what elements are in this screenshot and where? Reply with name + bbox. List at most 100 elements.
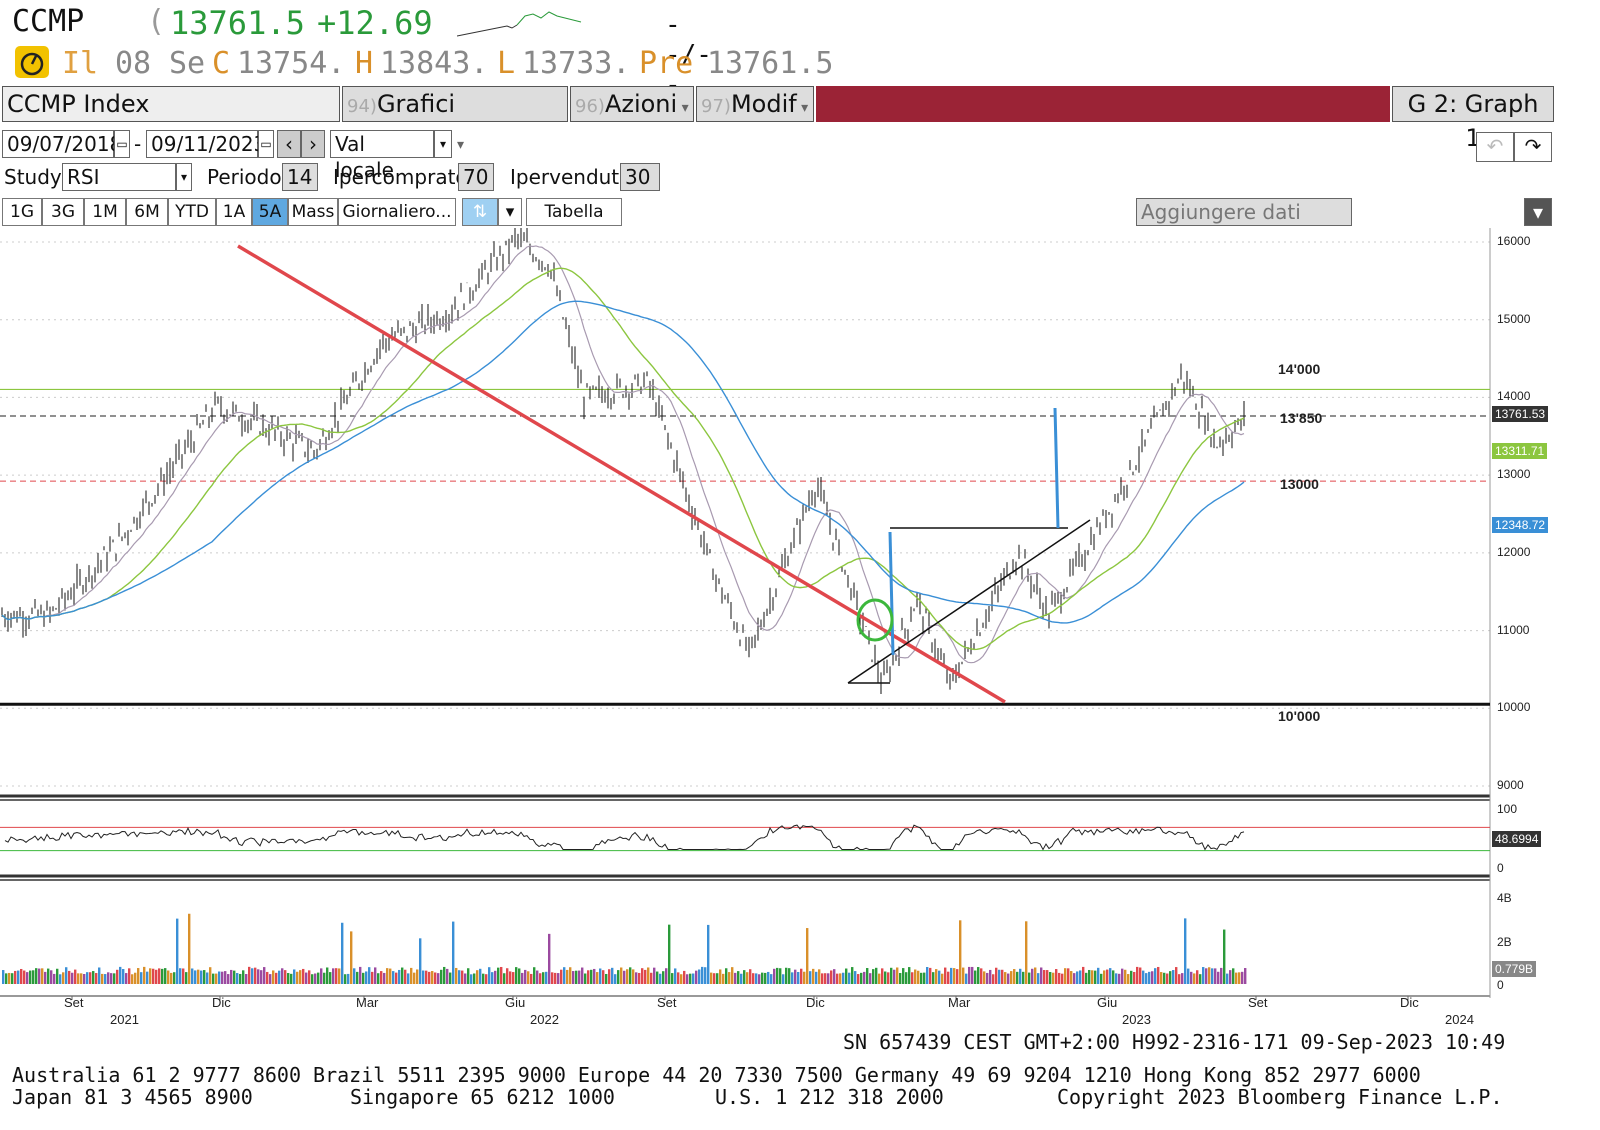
graph-selector[interactable]: G 2: Graph 1 — [1392, 86, 1554, 152]
redo-icon[interactable]: ↷ — [1514, 132, 1552, 162]
volume-bar — [479, 968, 482, 984]
volume-bar — [518, 968, 521, 984]
volume-bar — [854, 971, 857, 984]
prev-arrow-icon[interactable]: ‹ — [277, 130, 301, 158]
volume-bar — [998, 969, 1001, 984]
timeframe-button[interactable]: Giornaliero... — [338, 198, 456, 226]
volume-bar — [5, 973, 8, 984]
volume-bar — [230, 969, 233, 984]
sort-icon[interactable]: ⇅ — [462, 198, 498, 226]
volume-bar — [728, 972, 731, 984]
volume-bar — [1223, 929, 1226, 984]
volume-bar — [167, 970, 170, 984]
volume-bar — [155, 969, 158, 984]
volume-bar — [413, 972, 416, 984]
currency-select[interactable]: Val locale — [330, 130, 434, 182]
start-date-input[interactable]: 09/07/2018 — [2, 130, 122, 158]
security-field[interactable]: CCMP Index — [2, 86, 340, 122]
volume-bar — [1130, 970, 1133, 984]
volume-bar — [1112, 970, 1115, 984]
volume-bar — [554, 972, 557, 984]
date-dash: - — [134, 132, 142, 156]
chevron-down-icon[interactable]: ▾ — [498, 198, 522, 226]
volume-bar — [689, 973, 692, 984]
volume-bar — [608, 969, 611, 984]
volume-bar — [875, 967, 878, 984]
add-data-input[interactable]: Aggiungere dati — [1136, 198, 1352, 226]
end-date-input[interactable]: 09/11/2023 — [146, 130, 266, 158]
volume-bar — [701, 966, 704, 984]
volume-bar — [683, 970, 686, 984]
volume-bar — [539, 973, 542, 984]
timeframe-button[interactable]: 3G — [42, 198, 84, 226]
volume-bar — [830, 970, 833, 984]
timeframe-button[interactable]: 5A — [252, 198, 288, 226]
timeframe-button[interactable]: Mass — [288, 198, 338, 226]
volume-bar — [1007, 973, 1010, 984]
contact-japan: Japan 81 3 4565 8900 — [12, 1085, 253, 1109]
volume-bar — [1082, 966, 1085, 984]
volume-bar — [305, 972, 308, 984]
volume-bar — [551, 972, 554, 984]
volume-bar — [296, 971, 299, 984]
volume-bar — [650, 972, 653, 984]
volume-bar — [623, 970, 626, 984]
chevron-down-icon[interactable]: ▾ — [434, 130, 452, 158]
volume-bar — [41, 968, 44, 984]
volume-bar — [404, 969, 407, 984]
volume-bar — [629, 967, 632, 984]
volume-bar — [617, 970, 620, 984]
y-tick-label: 13000 — [1497, 467, 1531, 482]
contact-line-1: Australia 61 2 9777 8600 Brazil 5511 239… — [12, 1063, 1421, 1087]
volume-bar — [350, 931, 353, 984]
volume-bar — [896, 967, 899, 984]
y-tick-label: 16000 — [1497, 234, 1531, 248]
volume-bar — [740, 973, 743, 984]
timeframe-button[interactable]: 1A — [216, 198, 252, 226]
volume-bar — [236, 973, 239, 984]
volume-tag: 0.779B — [1492, 961, 1537, 977]
dropdown-icon[interactable]: ▾ — [1524, 198, 1552, 226]
volume-bar — [560, 969, 563, 984]
volume-bar — [779, 968, 782, 984]
ticker-symbol: CCMP — [12, 4, 85, 39]
calendar-icon[interactable]: ▭ — [114, 130, 130, 158]
overbought-input[interactable]: 70 — [458, 163, 494, 191]
x-tick-month: Mar — [356, 995, 379, 1010]
timeframe-button[interactable]: 6M — [126, 198, 168, 226]
volume-bar — [119, 966, 122, 984]
volume-bar — [149, 968, 152, 984]
volume-bar — [845, 968, 848, 984]
volume-bar — [323, 972, 326, 984]
period-input[interactable]: 14 — [282, 163, 318, 191]
timeframe-button[interactable]: YTD — [168, 198, 216, 226]
volume-bar — [86, 972, 89, 984]
timeframe-button[interactable]: Tabella — [526, 198, 622, 226]
volume-bar — [935, 969, 938, 984]
y-tick-label: 12000 — [1497, 544, 1531, 559]
actions-menu[interactable]: 96)Azioni ▾ — [570, 86, 694, 122]
volume-bar — [341, 922, 344, 984]
volume-bar — [992, 974, 995, 984]
undo-icon[interactable]: ↶ — [1476, 132, 1514, 162]
next-arrow-icon[interactable]: › — [301, 130, 325, 158]
volume-bar — [812, 968, 815, 984]
volume-bar — [14, 970, 17, 984]
volume-bar — [725, 968, 728, 984]
chevron-down-icon[interactable]: ▾ — [176, 163, 192, 191]
volume-bar — [158, 968, 161, 984]
open-value: 13754. — [237, 46, 346, 81]
timeframe-button[interactable]: 1G — [2, 198, 42, 226]
rsi-tick-label: 0 — [1497, 861, 1504, 875]
volume-bar — [734, 972, 737, 984]
calendar-icon[interactable]: ▭ — [258, 130, 274, 158]
edit-menu[interactable]: 97)Modif ▾ — [696, 86, 814, 122]
suggested-charts-menu[interactable]: 94)Grafici suggeriti ▾ — [342, 86, 568, 155]
study-select[interactable]: RSI — [62, 163, 176, 191]
timeframe-button[interactable]: 1M — [84, 198, 126, 226]
volume-bar — [152, 968, 155, 984]
volume-bar — [1229, 970, 1232, 984]
oversold-input[interactable]: 30 — [620, 163, 660, 191]
volume-bar — [566, 969, 569, 984]
speedometer-icon[interactable] — [15, 46, 49, 78]
